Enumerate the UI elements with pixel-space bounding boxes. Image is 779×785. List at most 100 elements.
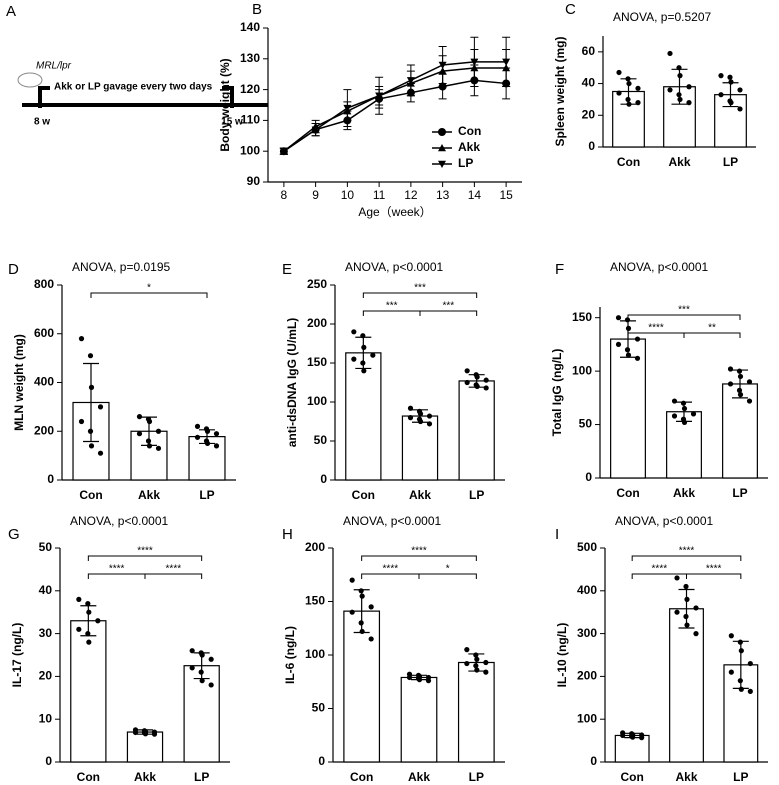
annotation: ANOVA, p=0.0195 bbox=[72, 260, 171, 274]
y-tick-label: 100 bbox=[307, 394, 327, 408]
bar bbox=[669, 608, 704, 763]
panel-letter: H bbox=[282, 526, 293, 543]
start-label: 8 w bbox=[34, 117, 50, 128]
significance-bracket bbox=[362, 310, 421, 316]
data-point bbox=[349, 577, 355, 583]
y-tick-label: 110 bbox=[241, 113, 261, 127]
error-bar bbox=[678, 588, 695, 629]
significance-bracket bbox=[631, 555, 742, 561]
data-point bbox=[728, 633, 734, 639]
y-axis-label: Total IgG (ng/L) bbox=[550, 349, 564, 437]
strain-label: MRL/lpr bbox=[36, 61, 72, 72]
y-tick-label: 0 bbox=[320, 472, 327, 486]
significance-bracket bbox=[87, 555, 203, 561]
bar bbox=[126, 731, 164, 763]
marker bbox=[375, 92, 384, 100]
panel-letter: C bbox=[565, 1, 576, 18]
data-point bbox=[85, 601, 91, 607]
error-bar bbox=[620, 78, 637, 105]
data-point bbox=[426, 413, 433, 419]
y-axis-label: Spleen weight (mg) bbox=[553, 36, 567, 146]
series-line bbox=[283, 61, 507, 152]
y-tick-label: 200 bbox=[34, 423, 54, 437]
data-point bbox=[86, 639, 92, 645]
data-point bbox=[615, 341, 622, 348]
y-tick-label: 30 bbox=[39, 626, 53, 640]
data-point bbox=[155, 428, 162, 434]
y-tick-label: 120 bbox=[240, 82, 260, 96]
data-point bbox=[464, 368, 470, 374]
error-bar bbox=[141, 416, 157, 446]
data-point bbox=[370, 352, 376, 358]
y-tick-label: 100 bbox=[240, 143, 260, 157]
x-tick-label: 14 bbox=[468, 188, 482, 202]
x-tick-label: 12 bbox=[404, 188, 418, 202]
x-tick-label: 15 bbox=[499, 188, 513, 202]
y-tick-label: 10 bbox=[39, 711, 53, 725]
data-point bbox=[686, 84, 692, 90]
data-point bbox=[615, 315, 622, 321]
y-tick-label: 50 bbox=[39, 540, 53, 554]
marker bbox=[311, 126, 320, 134]
data-point bbox=[616, 69, 622, 76]
data-point bbox=[349, 609, 355, 615]
error-bar bbox=[353, 589, 370, 634]
data-point bbox=[635, 85, 641, 91]
marker bbox=[438, 144, 446, 152]
bar bbox=[130, 430, 168, 481]
data-point bbox=[483, 659, 489, 666]
x-tick-label: Con bbox=[79, 488, 102, 502]
marker bbox=[406, 77, 415, 85]
data-point bbox=[136, 414, 143, 420]
significance-label: * bbox=[446, 564, 450, 575]
series-line bbox=[283, 79, 507, 152]
data-point bbox=[671, 398, 678, 404]
significance-label: *** bbox=[442, 301, 454, 312]
significance-label: **** bbox=[652, 564, 668, 575]
data-point bbox=[213, 431, 220, 437]
y-tick-label: 400 bbox=[577, 583, 597, 597]
x-tick-label: LP bbox=[732, 486, 747, 500]
significance-label: **** bbox=[109, 564, 125, 575]
y-tick-label: 0 bbox=[585, 470, 592, 484]
data-point bbox=[747, 660, 753, 667]
significance-label: *** bbox=[414, 283, 426, 294]
annotation: ANOVA, p<0.0001 bbox=[615, 514, 714, 528]
legend-label: Akk bbox=[458, 140, 480, 154]
significance-bracket bbox=[418, 573, 477, 579]
panel-letter: A bbox=[6, 3, 16, 20]
x-tick-label: LP bbox=[469, 770, 484, 784]
data-point bbox=[747, 688, 753, 694]
panel-letter: D bbox=[8, 261, 19, 278]
data-point bbox=[737, 87, 743, 93]
y-tick-label: 200 bbox=[305, 540, 325, 554]
y-tick-label: 40 bbox=[582, 76, 596, 90]
bar bbox=[610, 338, 646, 479]
data-point bbox=[634, 336, 641, 342]
error-bar bbox=[468, 653, 485, 672]
data-point bbox=[407, 415, 414, 421]
y-tick-label: 90 bbox=[247, 174, 261, 188]
data-point bbox=[718, 92, 724, 98]
significance-label: **** bbox=[648, 323, 664, 334]
data-point bbox=[686, 100, 692, 106]
data-point bbox=[78, 418, 85, 425]
panel-letter: G bbox=[8, 526, 20, 543]
annotation: ANOVA, p<0.0001 bbox=[610, 260, 709, 274]
data-point bbox=[76, 626, 82, 632]
data-point bbox=[671, 413, 678, 419]
x-tick-label: Con bbox=[350, 770, 373, 784]
y-tick-label: 50 bbox=[312, 701, 326, 715]
data-point bbox=[483, 385, 489, 391]
data-point bbox=[132, 729, 139, 736]
data-point bbox=[189, 648, 195, 654]
data-point bbox=[88, 443, 95, 449]
panel-letter: B bbox=[252, 1, 262, 18]
y-tick-label: 0 bbox=[45, 754, 52, 768]
data-point bbox=[483, 669, 489, 675]
y-tick-label: 200 bbox=[307, 316, 327, 330]
marker bbox=[438, 128, 446, 136]
significance-label: **** bbox=[679, 546, 695, 557]
marker bbox=[279, 148, 288, 156]
error-bar bbox=[676, 401, 692, 422]
